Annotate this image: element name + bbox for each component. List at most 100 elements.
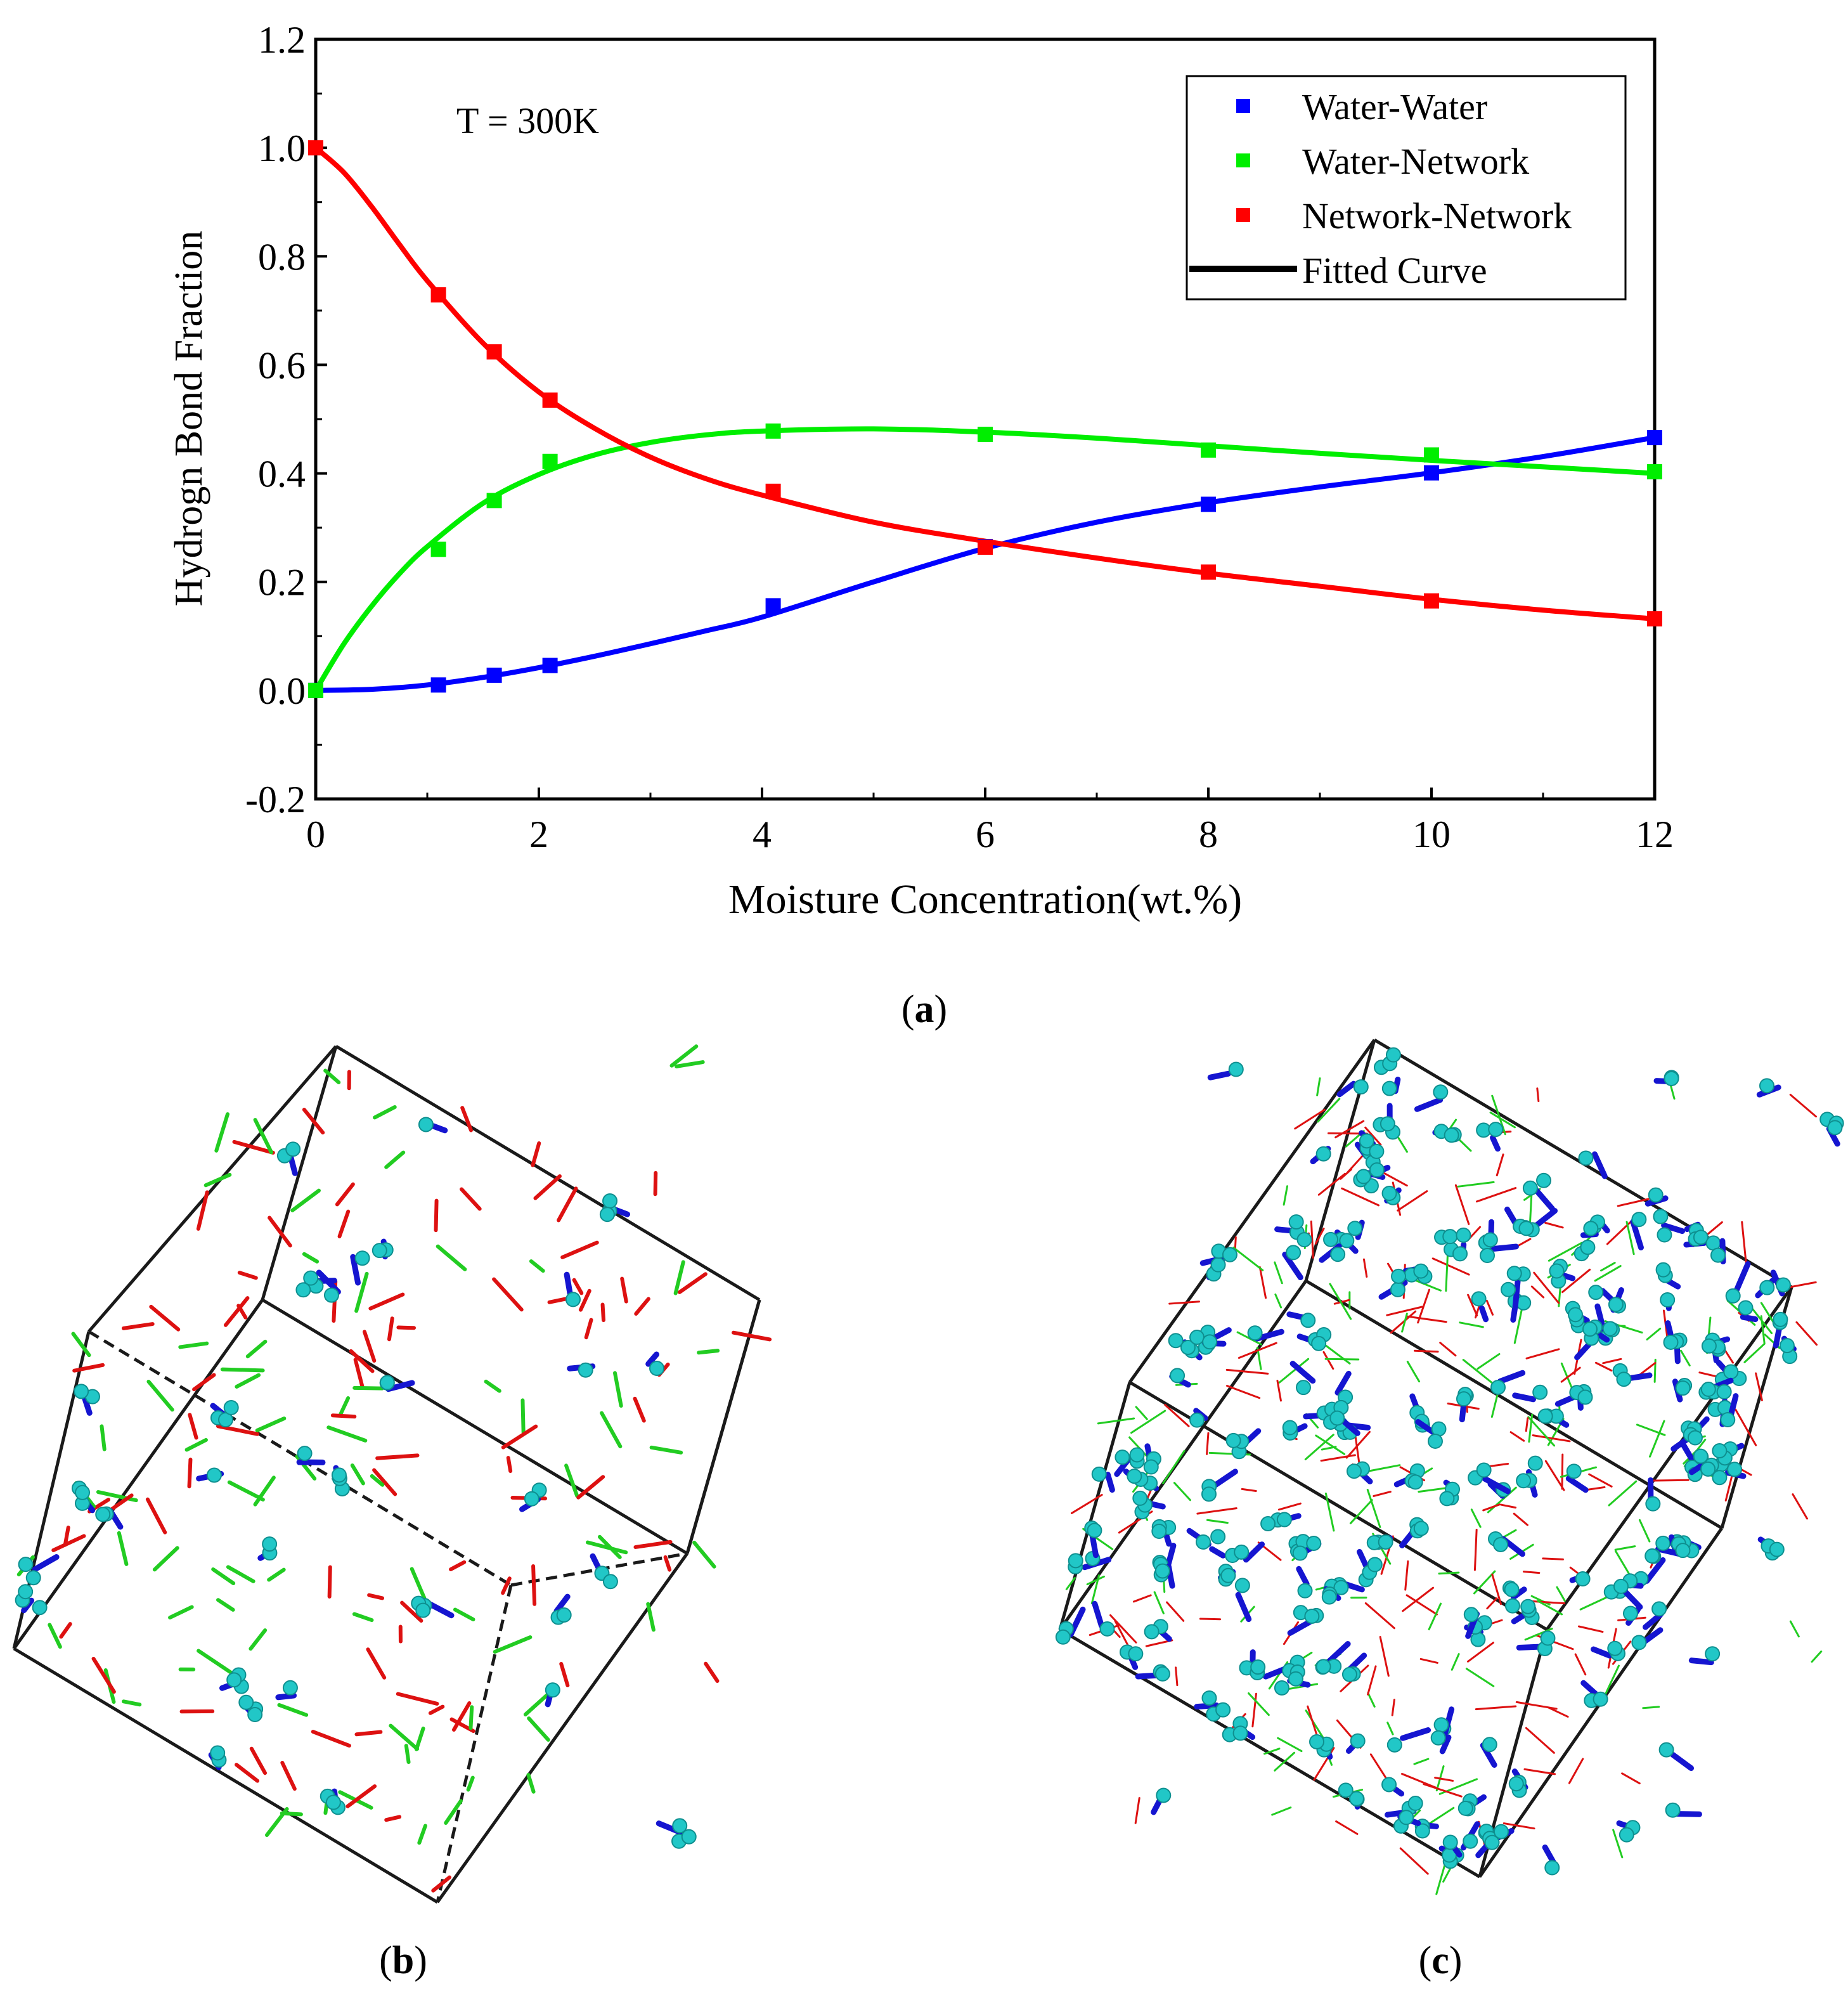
network-bond xyxy=(1304,1434,1334,1460)
water-atom xyxy=(1484,1834,1500,1850)
water-atom xyxy=(415,1602,431,1618)
water-bond xyxy=(1512,1392,1536,1403)
water-atom xyxy=(1490,1379,1506,1395)
water-bond xyxy=(1490,1134,1501,1152)
water-atom xyxy=(1399,1810,1414,1826)
water-atom xyxy=(1156,1787,1172,1803)
water-atom xyxy=(1127,1469,1142,1484)
marker-water-water xyxy=(1424,465,1439,481)
legend-box xyxy=(1186,75,1627,301)
network-bond xyxy=(1789,1094,1817,1118)
water-atom xyxy=(18,1584,34,1600)
fit-curve-water-water xyxy=(315,435,1655,693)
network-bond xyxy=(326,1425,368,1443)
water-bond xyxy=(1620,1586,1643,1610)
water-atom xyxy=(1663,1334,1679,1350)
legend: Water-Water Water-Network Network-Networ… xyxy=(1186,75,1627,301)
water-atom xyxy=(1234,1578,1250,1593)
network-bond xyxy=(1401,1773,1437,1789)
marker-network-network xyxy=(486,344,502,360)
network-bond xyxy=(1528,1413,1534,1443)
network-bond xyxy=(1741,1221,1747,1263)
network-bond xyxy=(1135,1406,1148,1420)
network-bond xyxy=(1241,1488,1257,1492)
network-bond xyxy=(1438,1571,1460,1575)
water-atom xyxy=(1727,1462,1743,1477)
water-bond xyxy=(1531,1208,1558,1230)
water-bond xyxy=(1661,1222,1686,1235)
network-bond xyxy=(1324,1492,1335,1532)
water-atom xyxy=(1759,1078,1775,1094)
water-atom xyxy=(1386,1737,1402,1753)
water-atom xyxy=(1315,1146,1331,1162)
water-atom xyxy=(1234,1544,1250,1560)
network-bond xyxy=(529,1259,545,1273)
network-bond xyxy=(404,1744,411,1765)
x-tick-label: 4 xyxy=(753,814,772,855)
network-bond xyxy=(1527,1416,1556,1447)
network-bond xyxy=(1321,1446,1337,1451)
x-axis-label: Moisture Concentration(wt.%) xyxy=(728,876,1242,923)
marker-network-network xyxy=(542,392,558,408)
water-atom xyxy=(1189,1412,1205,1428)
water-atom xyxy=(1348,1791,1364,1806)
water-atom xyxy=(1518,1221,1534,1236)
water-bond xyxy=(1207,1070,1231,1080)
network-bond xyxy=(564,1463,579,1498)
network-bond xyxy=(1491,1573,1502,1605)
water-atom xyxy=(1660,1292,1676,1308)
water-bond xyxy=(1674,1811,1702,1817)
water-atom xyxy=(1665,1802,1681,1818)
network-bond xyxy=(414,1727,425,1751)
network-bond xyxy=(1811,1651,1823,1663)
network-bond xyxy=(1402,1586,1435,1612)
network-bond xyxy=(280,1811,303,1817)
water-atom xyxy=(1470,1631,1486,1647)
network-bond xyxy=(1367,1464,1401,1472)
y-axis: -0.2 0.0 0.2 0.4 0.6 0.8 1.0 1.2 xyxy=(245,19,327,820)
network-bond xyxy=(1226,1385,1261,1399)
water-atom xyxy=(1210,1257,1226,1273)
water-atom xyxy=(1712,1443,1728,1459)
network-bond xyxy=(375,1453,420,1460)
water-atom xyxy=(1664,1070,1679,1086)
network-bond xyxy=(731,1330,772,1342)
marker-water-water xyxy=(542,658,558,673)
water-atom xyxy=(1532,1384,1548,1400)
network-bond xyxy=(352,1385,384,1391)
water-atom xyxy=(1769,1541,1785,1557)
network-bond xyxy=(1237,1342,1277,1359)
network-bond xyxy=(370,1474,385,1487)
water-atom xyxy=(1274,1680,1289,1696)
network-bond xyxy=(1391,1699,1395,1716)
water-atom xyxy=(1607,1640,1623,1656)
box-edge-hidden xyxy=(436,1585,513,1903)
water-atom xyxy=(262,1536,278,1552)
network-bond xyxy=(1168,1300,1200,1305)
network-bond xyxy=(1305,1709,1325,1741)
marker-water-network xyxy=(542,453,558,469)
network-bond xyxy=(178,1341,209,1349)
water-bond xyxy=(1089,1533,1099,1559)
network-bond xyxy=(576,1475,605,1500)
network-bond xyxy=(346,1784,377,1808)
water-atom xyxy=(1347,1221,1363,1236)
water-atom xyxy=(1687,1430,1703,1446)
network-bond xyxy=(1743,1342,1766,1363)
simulation-box-b xyxy=(12,1044,761,1904)
network-bond xyxy=(1625,1221,1635,1255)
water-bond xyxy=(1209,1546,1226,1559)
water-atom xyxy=(1452,1246,1468,1262)
water-bond xyxy=(1400,1727,1431,1741)
network-bond xyxy=(1735,1408,1757,1446)
network-bond xyxy=(1548,1242,1583,1262)
network-bond xyxy=(1315,1434,1346,1455)
water-atom xyxy=(1288,1214,1304,1230)
water-atom xyxy=(565,1292,581,1307)
water-atom xyxy=(1471,1291,1487,1307)
network-bond xyxy=(387,1316,394,1342)
water-atom xyxy=(1657,1227,1672,1243)
network-bond xyxy=(501,1424,538,1449)
water-atom xyxy=(1456,1391,1471,1407)
